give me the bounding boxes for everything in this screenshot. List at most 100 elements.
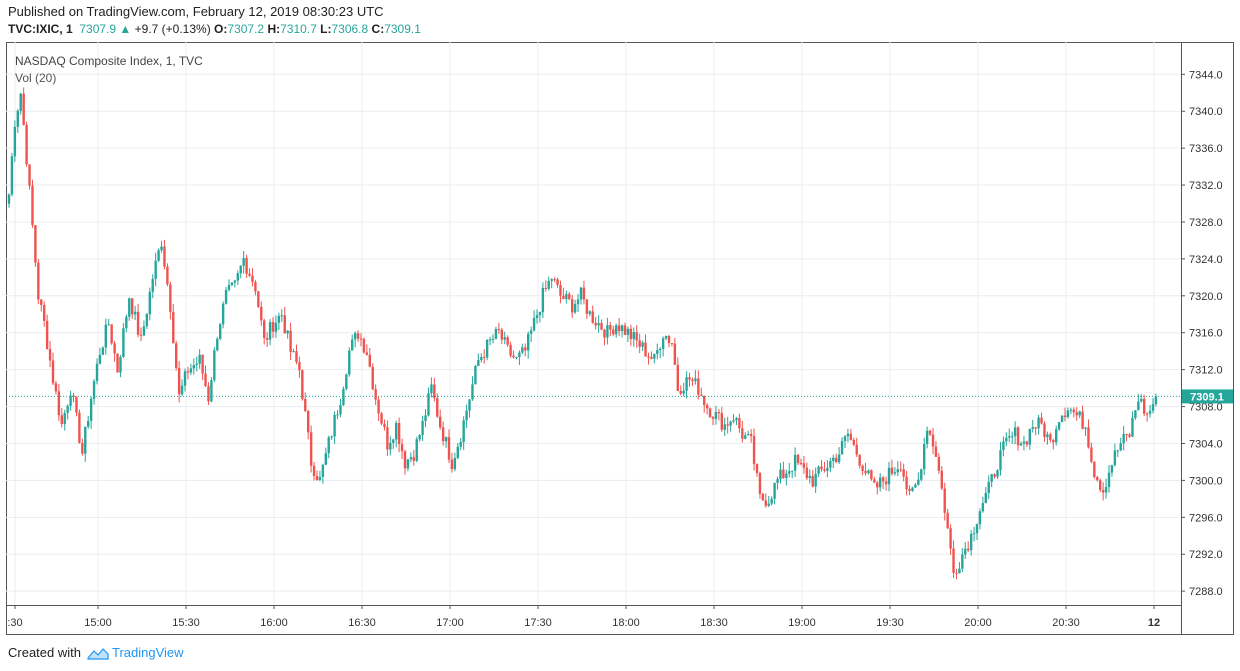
time-axis[interactable]: :30 15:00 15:30 16:00 16:30 17:00 17:30 18:00 18… bbox=[7, 605, 1160, 629]
candle-up bbox=[817, 466, 820, 474]
candle-down bbox=[51, 360, 55, 384]
x-tick-label: 17:30 bbox=[524, 617, 552, 629]
candle-up bbox=[1011, 436, 1014, 438]
candle-down bbox=[31, 185, 34, 226]
candle-down bbox=[309, 432, 313, 466]
candle-down bbox=[688, 377, 691, 380]
candle-down bbox=[45, 320, 49, 349]
candle-up bbox=[474, 365, 477, 385]
candle-up bbox=[145, 314, 149, 327]
symbol-label[interactable]: TVC:IXIC, 1 bbox=[8, 22, 73, 36]
candle-up bbox=[1154, 396, 1158, 405]
x-tick-label: :30 bbox=[7, 617, 22, 629]
candle-up bbox=[729, 421, 732, 426]
candle-up bbox=[213, 350, 216, 381]
candle-down bbox=[175, 343, 178, 369]
candle-down bbox=[556, 279, 559, 285]
candle-down bbox=[949, 528, 952, 549]
high-label: H: bbox=[267, 22, 281, 36]
candle-down bbox=[820, 466, 823, 470]
candle-up bbox=[788, 471, 791, 474]
candle-down bbox=[1049, 434, 1052, 441]
candle-up bbox=[104, 324, 107, 348]
candle-down bbox=[116, 353, 119, 373]
candle-up bbox=[351, 339, 354, 351]
candle-up bbox=[626, 328, 630, 335]
candle-down bbox=[553, 279, 556, 281]
candle-down bbox=[629, 328, 633, 340]
candle-up bbox=[961, 554, 964, 569]
candle-up bbox=[230, 282, 234, 285]
change-value: +9.7 (+0.13%) bbox=[134, 22, 211, 36]
candle-up bbox=[996, 470, 999, 477]
candle-down bbox=[1125, 433, 1128, 435]
candle-up bbox=[606, 325, 609, 338]
candle-up bbox=[527, 333, 530, 351]
candle-up bbox=[1060, 415, 1064, 423]
candle-down bbox=[48, 348, 52, 361]
candle-down bbox=[905, 476, 908, 490]
candle-up bbox=[219, 324, 222, 339]
candle-up bbox=[321, 464, 325, 477]
candle-down bbox=[858, 454, 861, 466]
candle-up bbox=[999, 450, 1002, 471]
x-tick-label: 15:00 bbox=[84, 617, 112, 629]
candle-down bbox=[251, 275, 254, 283]
candle-down bbox=[697, 378, 700, 395]
candle-up bbox=[867, 470, 870, 474]
candle-up bbox=[286, 330, 289, 334]
candle-up bbox=[846, 433, 850, 437]
candle-up bbox=[987, 481, 990, 493]
series-legend[interactable]: NASDAQ Composite Index, 1, TVC bbox=[15, 54, 203, 68]
candle-up bbox=[462, 420, 465, 443]
y-tick-label: 7344.0 bbox=[1189, 69, 1223, 81]
candle-up bbox=[714, 411, 718, 419]
candle-up bbox=[893, 472, 897, 474]
candle-down bbox=[483, 357, 486, 359]
candle-down bbox=[260, 306, 263, 321]
volume-legend[interactable]: Vol (20) bbox=[15, 71, 56, 85]
candle-down bbox=[600, 323, 603, 330]
candle-up bbox=[180, 385, 184, 395]
candle-down bbox=[603, 329, 606, 338]
candle-down bbox=[876, 482, 879, 488]
candle-up bbox=[409, 457, 413, 460]
candle-up bbox=[735, 418, 738, 421]
candle-up bbox=[597, 323, 600, 326]
candle-down bbox=[1143, 398, 1146, 414]
price-axis[interactable]: 7344.0 7340.0 7336.0 7332.0 7328.0 7324.0 7320… bbox=[1181, 69, 1223, 598]
candle-up bbox=[887, 467, 891, 485]
candle-down bbox=[940, 470, 943, 489]
candle-down bbox=[139, 334, 143, 336]
open-value: 7307.2 bbox=[227, 22, 265, 36]
candle-up bbox=[1013, 427, 1017, 437]
candle-down bbox=[881, 477, 885, 482]
candle-down bbox=[967, 548, 970, 551]
y-tick-label: 7296.0 bbox=[1189, 512, 1223, 524]
y-tick-label: 7308.0 bbox=[1189, 402, 1223, 414]
candle-down bbox=[741, 428, 744, 439]
candle-up bbox=[488, 339, 492, 341]
candle-up bbox=[958, 568, 961, 574]
candle-up bbox=[1113, 450, 1117, 466]
candle-up bbox=[832, 457, 835, 462]
candle-up bbox=[210, 380, 213, 402]
candle-up bbox=[453, 457, 457, 470]
candle-down bbox=[855, 444, 858, 455]
candle-down bbox=[81, 442, 84, 454]
candle-up bbox=[975, 524, 979, 534]
y-tick-label: 7320.0 bbox=[1189, 291, 1223, 303]
candle-down bbox=[1025, 441, 1029, 445]
candle-up bbox=[1137, 401, 1140, 411]
candle-up bbox=[814, 473, 817, 487]
candle-down bbox=[312, 465, 316, 476]
candle-down bbox=[78, 412, 81, 443]
candle-down bbox=[524, 347, 527, 351]
y-tick-label: 7324.0 bbox=[1189, 254, 1223, 266]
candle-down bbox=[22, 93, 25, 125]
candle-down bbox=[400, 444, 404, 452]
tradingview-brand[interactable]: TradingView bbox=[87, 645, 184, 660]
candle-down bbox=[594, 322, 597, 326]
candle-down bbox=[1052, 440, 1055, 443]
